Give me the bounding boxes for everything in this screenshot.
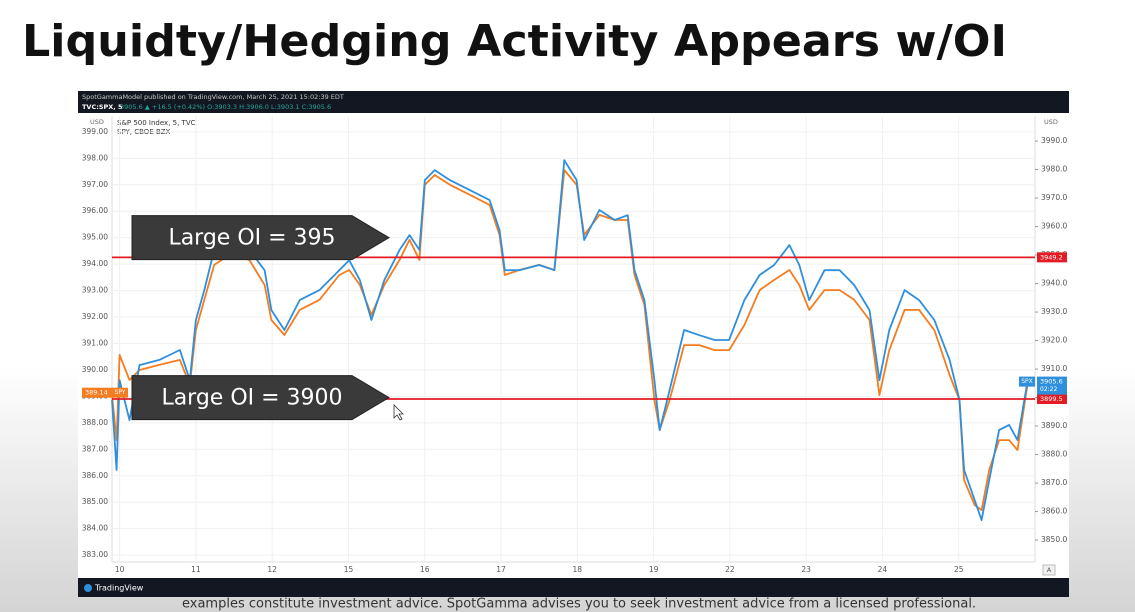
y-tick-label: 397.00 <box>82 180 108 189</box>
x-tick-label: 25 <box>954 565 964 574</box>
branding: TradingView <box>94 584 144 593</box>
price-tag <box>112 387 128 398</box>
price-tag-name: SPY <box>115 389 126 396</box>
price-tag-value: 389.14 <box>85 389 108 397</box>
y2-tick-label: 3890.0 <box>1041 421 1067 430</box>
price-tag-countdown: 02:22 <box>1040 386 1057 393</box>
plot: 383.00 384.00 385.00 386.00 387.00 388.00 389.… <box>82 116 1067 574</box>
y-tick-label: 388.00 <box>82 418 108 427</box>
oi-tag <box>1037 252 1067 263</box>
quote: 3905.6 ▲ +16.5 (+0.42%) O:3903.3 H:3906.… <box>120 103 331 111</box>
y-tick-label: 399.00 <box>82 127 108 136</box>
price-tag <box>1037 376 1067 395</box>
y-tick-label: 393.00 <box>82 286 108 295</box>
y2-tick-label: 3850.0 <box>1041 535 1067 544</box>
x-tick-label: 23 <box>801 565 811 574</box>
footer: examples constitute investment advice. S… <box>182 597 976 612</box>
scale-mode[interactable]: A <box>1047 566 1052 574</box>
annotation-text: Large OI = 395 <box>168 226 335 251</box>
symbol: TVC:SPX, 5 <box>82 103 123 111</box>
y2-tick-label: 3870.0 <box>1041 478 1067 487</box>
annotation-arrow <box>131 215 390 261</box>
y2-tick-label: 3860.0 <box>1041 507 1067 516</box>
y-tick-label: 396.00 <box>82 206 108 215</box>
y2-tick-label: 3940.0 <box>1041 279 1067 288</box>
y2-tick-label: 3970.0 <box>1041 193 1067 202</box>
y-tick-label: 383.00 <box>82 550 108 559</box>
x-tick-label: 11 <box>191 565 201 574</box>
x-tick-label: 22 <box>725 565 735 574</box>
y-tick-label: 386.00 <box>82 471 108 480</box>
x-tick-label: 17 <box>496 565 506 574</box>
price-tag <box>1019 376 1035 387</box>
y2-tick-label: 3910.0 <box>1041 364 1067 373</box>
x-tick-label: 18 <box>573 565 583 574</box>
logo <box>84 584 92 592</box>
x-tick-label: 24 <box>878 565 888 574</box>
price-tag-name: SPX <box>1021 378 1033 385</box>
y2-tick-label: 3930.0 <box>1041 307 1067 316</box>
price-tag <box>82 387 112 398</box>
oi-tag <box>1037 393 1067 404</box>
published: SpotGammaModel published on TradingView.… <box>82 93 344 101</box>
legend-entry: S&P 500 Index, 5, TVC <box>117 119 196 127</box>
y-tick-label: 398.00 <box>82 153 108 162</box>
x-tick-label: 12 <box>267 565 277 574</box>
price-tag-value: 3905.6 <box>1040 378 1063 386</box>
x-tick-label: 16 <box>420 565 430 574</box>
y-tick-label: 387.00 <box>82 444 108 453</box>
x-tick-label: 15 <box>344 565 354 574</box>
y-tick-label: 392.00 <box>82 312 108 321</box>
y-tick-label: 384.00 <box>82 524 108 533</box>
y2-tick-label: 3920.0 <box>1041 336 1067 345</box>
annotation-text: Large OI = 3900 <box>161 386 342 411</box>
footer-bar <box>78 578 1069 597</box>
y-tick-label: 391.00 <box>82 338 108 347</box>
y2-tick-label: 3980.0 <box>1041 165 1067 174</box>
y-unit: USD <box>90 118 104 126</box>
chart-frame <box>78 91 1069 597</box>
y-tick-label: 394.00 <box>82 259 108 268</box>
scale-button[interactable] <box>1042 564 1056 576</box>
y2-tick-label: 3880.0 <box>1041 450 1067 459</box>
x-tick-label: 19 <box>649 565 659 574</box>
oi-tag-label: 3949.2 <box>1040 253 1063 261</box>
x-tick-label: 10 <box>115 565 125 574</box>
y2-tick-label: 3960.0 <box>1041 222 1067 231</box>
y2-tick-label: 3990.0 <box>1041 136 1067 145</box>
header-bar <box>78 91 1069 113</box>
y-tick-label: 390.00 <box>82 365 108 374</box>
annotation-arrow <box>131 375 390 421</box>
oi-tag-label: 3899.5 <box>1040 395 1063 403</box>
y2-unit: USD <box>1044 118 1058 126</box>
slide-title: Liquidty/Hedging Activity Appears w/OI <box>22 16 1007 67</box>
y-tick-label: 385.00 <box>82 497 108 506</box>
cursor <box>393 404 404 421</box>
y-tick-label: 395.00 <box>82 233 108 242</box>
